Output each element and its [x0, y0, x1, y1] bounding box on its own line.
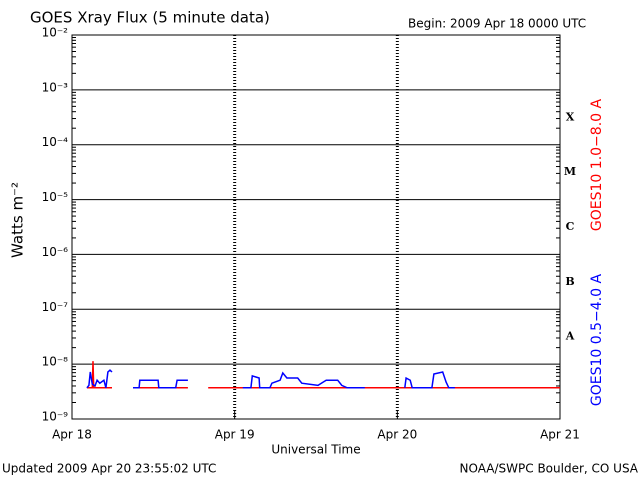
flare-class-label: B — [565, 275, 574, 288]
y-tick-label: 10⁻³ — [42, 80, 69, 94]
x-tick-label: Apr 20 — [377, 428, 417, 442]
y-tick-label: 10⁻² — [42, 26, 69, 40]
plot-frame — [71, 34, 561, 420]
x-tick-label: Apr 19 — [215, 428, 255, 442]
x-axis-label: Universal Time — [271, 443, 360, 457]
y-tick-label: 10⁻⁵ — [42, 190, 69, 204]
footer-right: NOAA/SWPC Boulder, CO USA — [460, 462, 639, 476]
y-tick-label: 10⁻⁶ — [42, 245, 69, 259]
legend-entry: GOES10 1.0−8.0 A — [589, 99, 605, 232]
chart-subtitle: Begin: 2009 Apr 18 0000 UTC — [408, 17, 586, 31]
x-tick-label: Apr 18 — [52, 428, 92, 442]
y-tick-label: 10⁻⁹ — [42, 410, 69, 424]
y-tick-label: 10⁻⁴ — [42, 135, 69, 149]
flare-class-label: M — [564, 165, 576, 178]
flare-class-label: C — [566, 220, 575, 233]
chart-title: GOES Xray Flux (5 minute data) — [30, 9, 270, 27]
x-tick-label: Apr 21 — [540, 428, 580, 442]
footer-left: Updated 2009 Apr 20 23:55:02 UTC — [2, 462, 216, 476]
y-tick-label: 10⁻⁷ — [42, 300, 69, 314]
flare-class-label: A — [565, 330, 575, 343]
y-axis-label: Watts m⁻² — [9, 182, 27, 258]
series-line — [86, 369, 455, 389]
flare-class-label: X — [566, 110, 575, 123]
y-tick-label: 10⁻⁸ — [42, 355, 69, 369]
legend-entry: GOES10 0.5−4.0 A — [589, 274, 605, 407]
